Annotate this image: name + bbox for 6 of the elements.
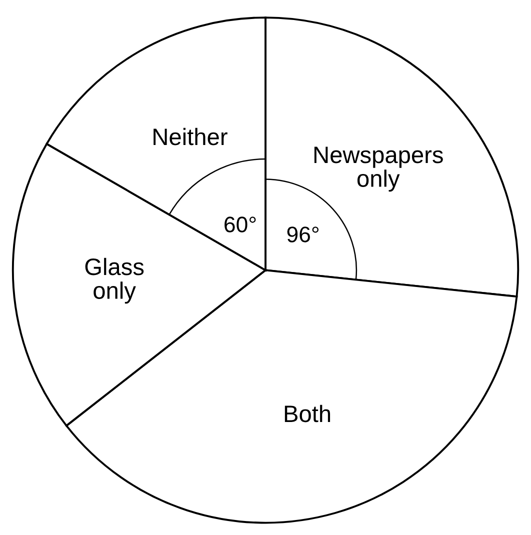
slice-label: Both (284, 404, 330, 422)
slice-label: Newspapers only (314, 146, 443, 192)
data-label: 96° (287, 226, 319, 242)
slice-label: Neither (154, 128, 228, 146)
data-label: 60° (224, 216, 256, 232)
slice-label: Glass only (85, 258, 144, 304)
